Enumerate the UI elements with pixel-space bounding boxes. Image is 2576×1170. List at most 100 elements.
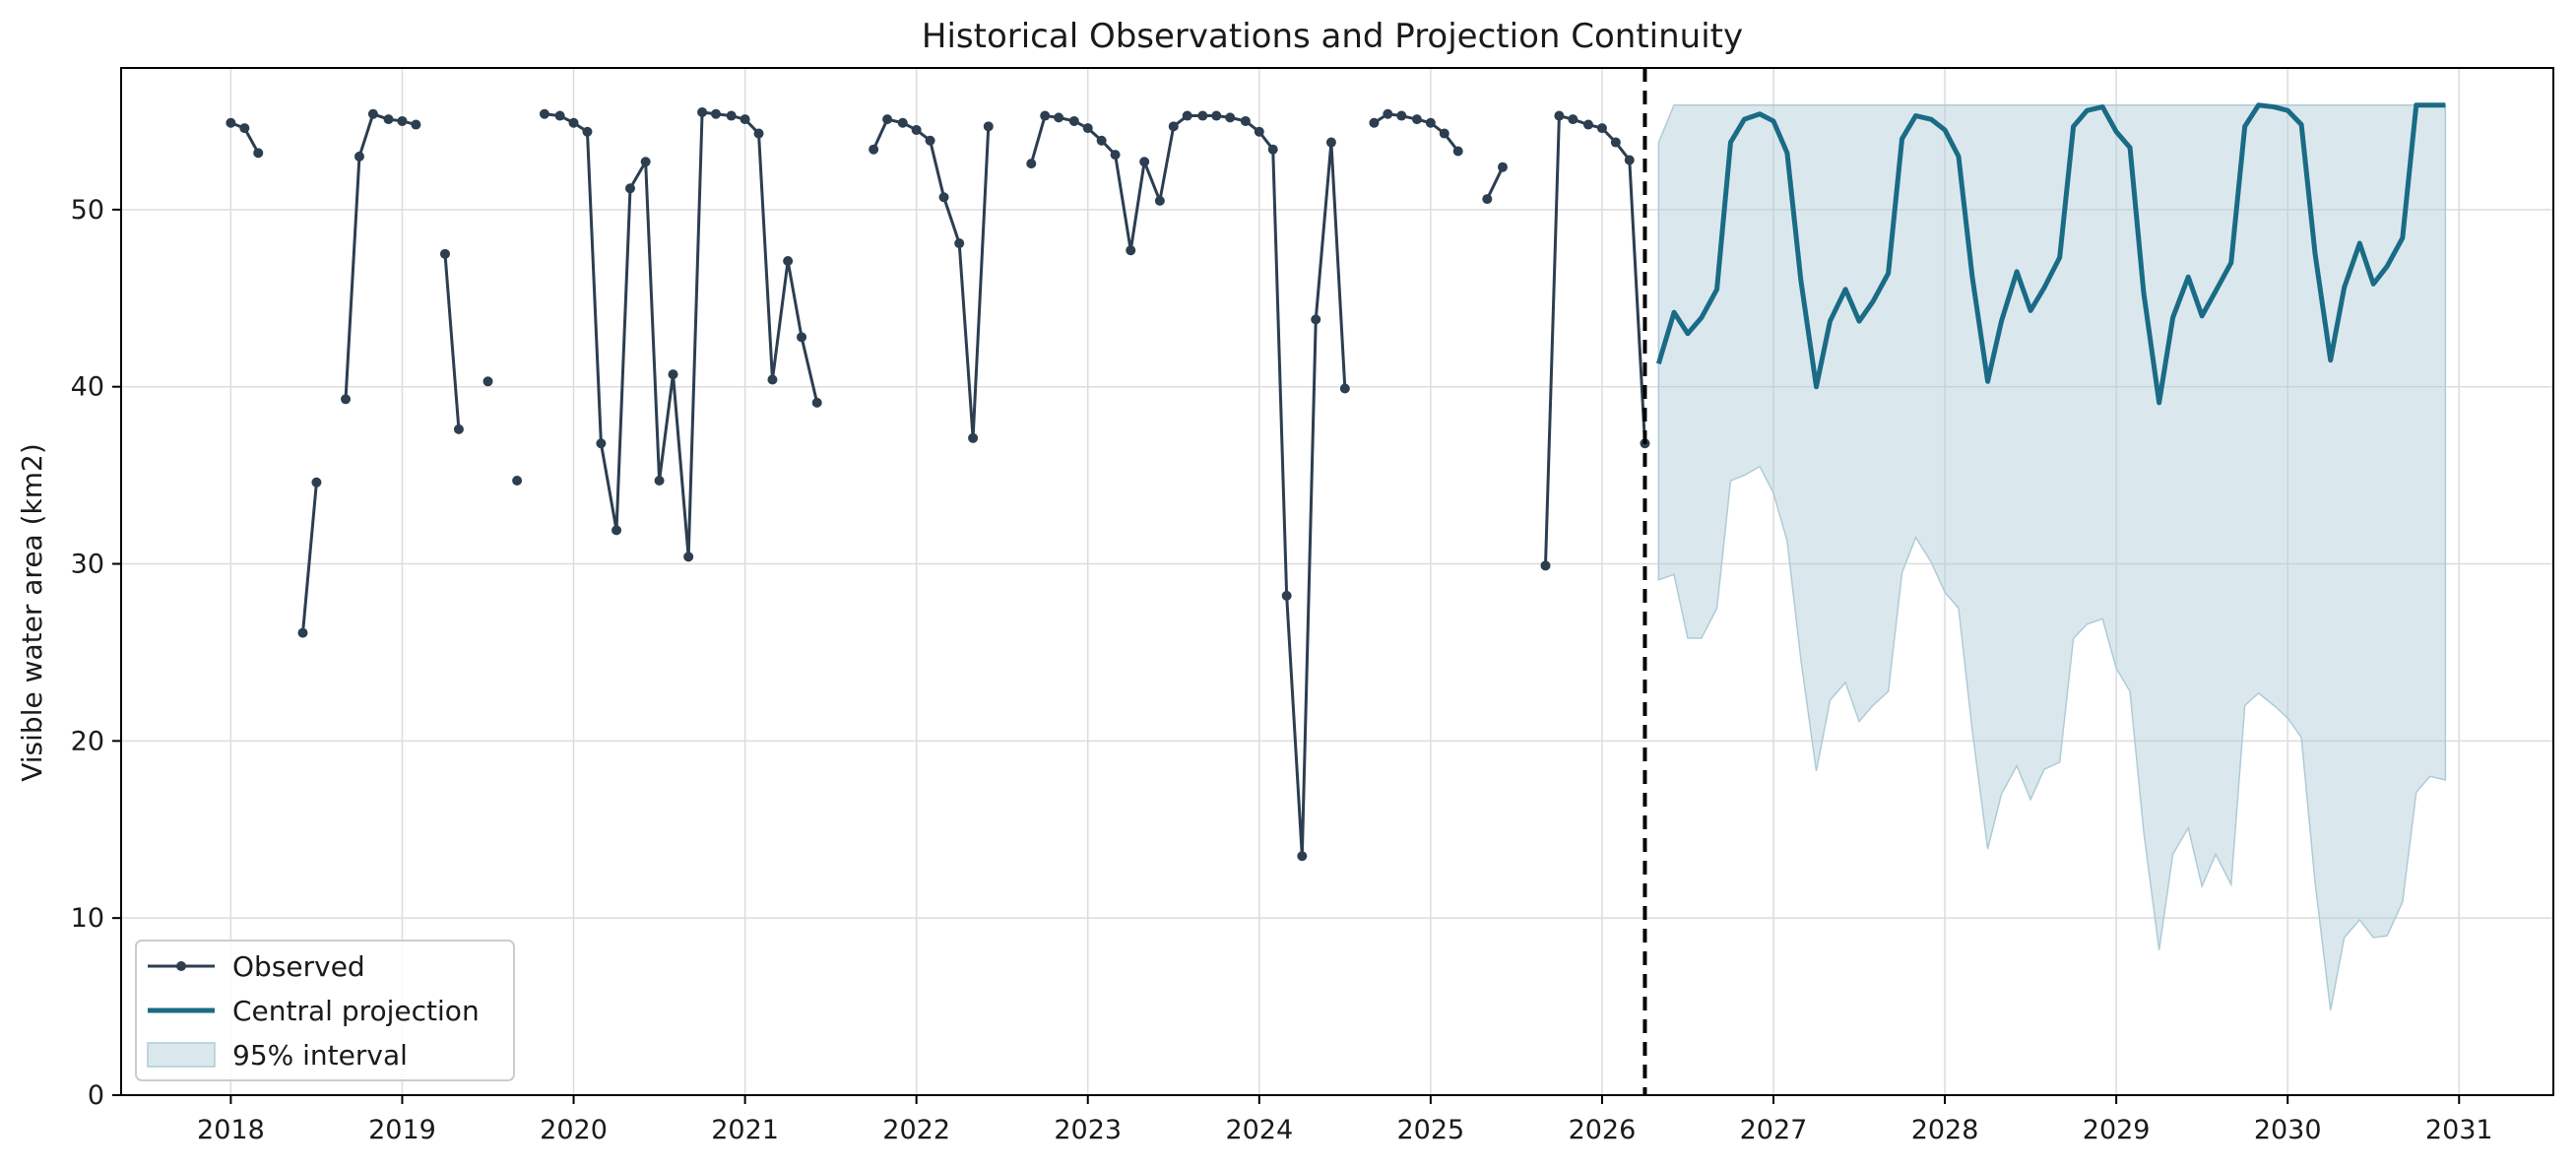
observed-point — [1197, 110, 1208, 121]
observed-point — [1411, 114, 1422, 125]
x-tick-label: 2018 — [197, 1115, 265, 1145]
observed-line — [1485, 166, 1505, 200]
observed-point — [869, 144, 879, 155]
observed-point — [697, 106, 708, 117]
observed-point — [1482, 194, 1493, 205]
observed-point — [1297, 851, 1308, 862]
observed-point — [1225, 112, 1236, 123]
x-tick-label: 2031 — [2425, 1115, 2493, 1145]
observed-point — [797, 332, 807, 343]
legend-swatch-interval — [147, 1042, 216, 1068]
x-tick-label: 2027 — [1740, 1115, 1808, 1145]
observed-point — [1054, 112, 1064, 123]
legend-box — [135, 940, 515, 1081]
observed-point — [767, 374, 778, 385]
observed-point — [383, 114, 394, 125]
observed-point — [911, 124, 922, 135]
observed-point — [711, 108, 722, 119]
observed-line — [544, 110, 819, 558]
observed-point — [239, 123, 250, 134]
observed-point — [740, 114, 750, 125]
observed-point — [1211, 110, 1222, 121]
observed-point — [554, 110, 565, 121]
observed-point — [512, 475, 523, 486]
x-tick-label: 2022 — [882, 1115, 950, 1145]
y-tick-label: 40 — [71, 372, 104, 403]
observed-point — [753, 128, 764, 139]
observed-point — [1126, 245, 1136, 256]
observed-point — [367, 108, 378, 119]
observed-point — [582, 126, 593, 137]
axis-ticks: 2018 2019 2020 2021 2022 2023 2024 2025 2026 2027… — [71, 195, 2493, 1145]
observed-point — [1610, 137, 1621, 148]
y-tick-label: 0 — [88, 1080, 104, 1111]
x-tick-label: 2028 — [1911, 1115, 1979, 1145]
interval-area — [1657, 104, 2447, 1010]
observed-point — [311, 477, 322, 488]
observed-point — [1082, 123, 1093, 134]
observed-point — [1182, 110, 1192, 121]
observed-point — [397, 115, 408, 126]
observed-point — [983, 121, 994, 132]
legend-label: Observed — [232, 950, 365, 983]
observed-point — [1369, 117, 1380, 128]
observed-point — [596, 438, 607, 449]
observed-point — [683, 552, 694, 562]
observed-point — [654, 475, 665, 486]
legend: Observed Central projection 95% interval — [135, 940, 515, 1081]
observed-point — [1325, 137, 1336, 148]
observed-point — [1624, 155, 1635, 165]
projection-line — [1655, 102, 2446, 406]
observed-point — [1168, 121, 1179, 132]
observed-point — [1311, 314, 1321, 325]
x-tick-label: 2029 — [2083, 1115, 2151, 1145]
projection-series — [1655, 102, 2446, 406]
observed-point — [253, 148, 264, 159]
observed-point — [1254, 126, 1264, 137]
observed-point — [1554, 110, 1565, 121]
observed-point — [1568, 114, 1578, 125]
observed-point — [811, 397, 822, 408]
observed-point — [1396, 110, 1407, 121]
legend-marker-observed — [176, 961, 186, 971]
observed-point — [726, 110, 737, 121]
observed-line — [301, 482, 318, 633]
observed-point — [297, 627, 308, 638]
observed-point — [539, 108, 549, 119]
observed-point — [1339, 383, 1350, 394]
observed-point — [439, 248, 450, 259]
observed-point — [453, 423, 464, 434]
observed-point — [568, 117, 579, 128]
legend-label: Central projection — [232, 995, 480, 1027]
y-tick-label: 20 — [71, 726, 104, 756]
observed-point — [225, 117, 236, 128]
observed-point — [1040, 110, 1051, 121]
observed-point — [897, 117, 908, 128]
y-tick-label: 10 — [71, 903, 104, 934]
observed-point — [1267, 144, 1278, 155]
observed-point — [1139, 157, 1150, 167]
observed-point — [882, 114, 893, 125]
observed-line — [443, 253, 461, 429]
legend-label: 95% interval — [232, 1039, 408, 1072]
observed-point — [1425, 117, 1436, 128]
y-tick-label: 30 — [71, 550, 104, 580]
observed-point — [1583, 119, 1594, 130]
x-tick-label: 2024 — [1225, 1115, 1293, 1145]
observed-point — [1439, 128, 1449, 139]
x-tick-label: 2025 — [1397, 1115, 1465, 1145]
observed-point — [1110, 150, 1121, 161]
observed-point — [640, 157, 651, 167]
observed-point — [925, 135, 935, 146]
x-tick-label: 2020 — [540, 1115, 608, 1145]
observed-point — [1096, 135, 1107, 146]
x-tick-label: 2019 — [368, 1115, 436, 1145]
observed-series — [225, 106, 1650, 862]
observed-point — [938, 192, 949, 203]
x-tick-label: 2026 — [1569, 1115, 1637, 1145]
y-tick-label: 50 — [71, 195, 104, 226]
observed-point — [1383, 108, 1393, 119]
chart-title: Historical Observations and Projection C… — [922, 17, 1743, 56]
